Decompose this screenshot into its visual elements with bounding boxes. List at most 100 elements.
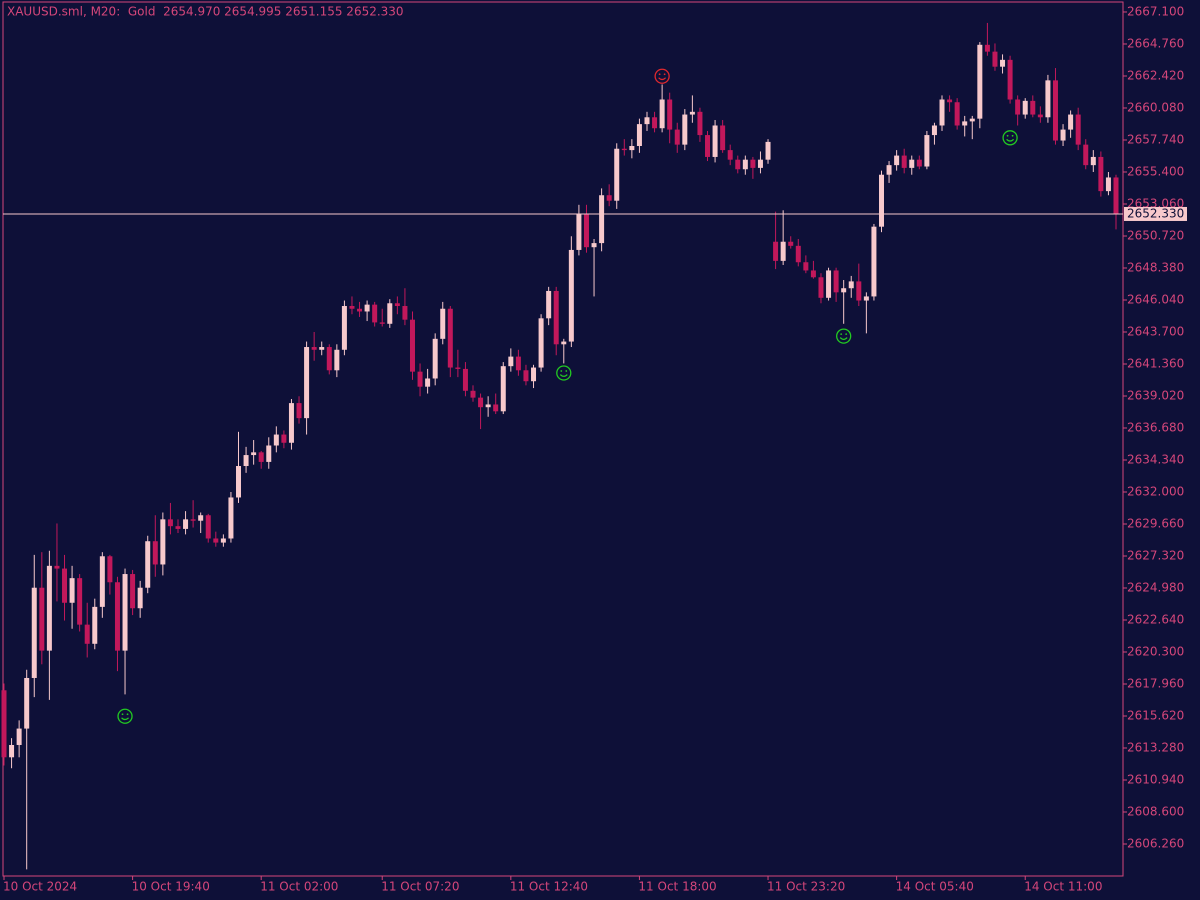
candle-body: [9, 744, 15, 758]
candle-body: [1105, 177, 1111, 192]
candle: [1075, 107, 1081, 151]
candle-body: [856, 281, 862, 301]
candle: [871, 223, 877, 301]
candle: [621, 139, 627, 156]
candle-body: [190, 519, 196, 521]
candle: [198, 512, 204, 534]
candle-body: [508, 356, 514, 367]
candle-body: [251, 452, 257, 456]
last-price-box: [1124, 206, 1187, 221]
candle: [326, 344, 332, 375]
x-tick-label: 14 Oct 11:00: [1024, 880, 1102, 894]
candle: [712, 120, 718, 163]
candle: [742, 155, 748, 175]
candle: [236, 431, 242, 503]
candle: [394, 296, 400, 315]
candle-body: [773, 241, 779, 261]
candle: [46, 550, 52, 700]
x-tick-label: 11 Oct 12:40: [510, 880, 588, 894]
candle-body: [46, 565, 52, 651]
candle-body: [1098, 156, 1104, 192]
candle-body: [780, 241, 786, 261]
candle-body: [984, 44, 990, 52]
candle: [288, 398, 294, 450]
candle: [599, 188, 605, 252]
smiley-face: [117, 708, 133, 724]
candle: [1113, 174, 1119, 230]
candle: [531, 364, 537, 389]
candle: [409, 311, 415, 380]
candle: [992, 43, 998, 71]
candle: [856, 263, 862, 307]
candle-body: [553, 290, 559, 345]
candle-body: [689, 111, 695, 115]
candle-body: [712, 125, 718, 157]
y-tick-label: 2660.080: [1127, 100, 1184, 114]
smiley-eye: [121, 713, 124, 716]
candle: [1105, 171, 1111, 196]
candle: [107, 554, 113, 595]
candle-body: [810, 270, 816, 278]
candle: [644, 111, 650, 131]
candle-body: [818, 277, 824, 298]
candle-body: [871, 226, 877, 297]
y-tick-label: 2636.680: [1127, 420, 1184, 434]
candle: [667, 92, 673, 144]
candle: [1052, 68, 1058, 145]
candle-body: [599, 195, 605, 244]
smiley-mouth: [1006, 138, 1015, 142]
candle: [1037, 106, 1043, 123]
candle-body: [705, 135, 711, 157]
candle: [931, 122, 937, 145]
smiley-eye: [565, 370, 568, 372]
candle-body: [568, 249, 574, 342]
candle-body: [493, 404, 499, 412]
smiley-eye: [126, 713, 129, 716]
candle-body: [644, 117, 650, 125]
candle: [954, 98, 960, 130]
candle: [538, 314, 544, 372]
candle: [553, 286, 559, 356]
candle-body: [636, 124, 642, 147]
candle-body: [909, 159, 915, 168]
candle-body: [659, 99, 665, 129]
candle-body: [432, 338, 438, 379]
candle: [500, 362, 506, 415]
candle-body: [916, 159, 922, 167]
smiley-face: [836, 328, 852, 344]
candle: [130, 569, 136, 616]
candle: [568, 236, 574, 348]
candle: [901, 148, 907, 174]
y-tick-label: 2615.620: [1127, 708, 1184, 722]
candle: [220, 534, 226, 547]
candle-body: [478, 397, 484, 408]
candle: [1015, 95, 1021, 126]
candle: [99, 552, 105, 618]
candle: [878, 170, 884, 233]
candle: [281, 430, 287, 449]
candle-body: [841, 288, 847, 293]
candle-body: [145, 541, 151, 588]
plot-border: [2, 1, 1124, 877]
y-tick-label: 2629.660: [1127, 516, 1184, 530]
smiley-eye: [840, 333, 843, 335]
candle: [372, 301, 378, 327]
candle: [818, 273, 824, 304]
candle: [1007, 55, 1013, 104]
x-tick-label: 11 Oct 02:00: [260, 880, 338, 894]
candle-body: [1045, 80, 1051, 118]
candle: [266, 437, 272, 469]
candle-body: [531, 367, 537, 382]
candle: [984, 22, 990, 56]
candle: [697, 107, 703, 142]
candle: [357, 301, 363, 317]
candle-body: [886, 165, 892, 175]
candle: [364, 300, 370, 322]
smiley-face: [556, 365, 572, 381]
candle: [251, 440, 257, 465]
x-tick-label: 10 Oct 2024: [3, 880, 77, 894]
candle: [803, 255, 809, 274]
candle: [750, 156, 756, 179]
y-tick-label: 2641.360: [1127, 356, 1184, 370]
